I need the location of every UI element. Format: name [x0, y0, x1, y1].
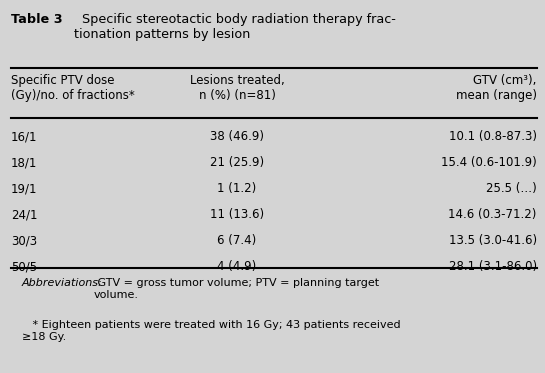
Text: 21 (25.9): 21 (25.9) — [210, 156, 264, 169]
Text: 1 (1.2): 1 (1.2) — [217, 182, 257, 195]
Text: 18/1: 18/1 — [11, 156, 37, 169]
Text: GTV = gross tumor volume; PTV = planning target
volume.: GTV = gross tumor volume; PTV = planning… — [94, 278, 379, 300]
Text: 28.1 (3.1-86.0): 28.1 (3.1-86.0) — [449, 260, 537, 273]
Text: Lesions treated,
n (%) (n=81): Lesions treated, n (%) (n=81) — [190, 74, 284, 102]
Text: 4 (4.9): 4 (4.9) — [217, 260, 257, 273]
Text: GTV (cm³),
mean (range): GTV (cm³), mean (range) — [456, 74, 537, 102]
Text: 6 (7.4): 6 (7.4) — [217, 234, 257, 247]
Text: 19/1: 19/1 — [11, 182, 38, 195]
Text: 16/1: 16/1 — [11, 130, 38, 143]
Text: 38 (46.9): 38 (46.9) — [210, 130, 264, 143]
Text: 10.1 (0.8-87.3): 10.1 (0.8-87.3) — [449, 130, 537, 143]
Text: 50/5: 50/5 — [11, 260, 37, 273]
Text: Specific PTV dose
(Gy)/no. of fractions*: Specific PTV dose (Gy)/no. of fractions* — [11, 74, 135, 102]
Text: 14.6 (0.3-71.2): 14.6 (0.3-71.2) — [449, 208, 537, 221]
Text: Specific stereotactic body radiation therapy frac-
tionation patterns by lesion: Specific stereotactic body radiation the… — [74, 13, 396, 41]
Text: * Eighteen patients were treated with 16 Gy; 43 patients received
≥18 Gy.: * Eighteen patients were treated with 16… — [22, 320, 401, 342]
Text: Abbreviations:: Abbreviations: — [22, 278, 102, 288]
Text: 15.4 (0.6-101.9): 15.4 (0.6-101.9) — [441, 156, 537, 169]
Text: 13.5 (3.0-41.6): 13.5 (3.0-41.6) — [449, 234, 537, 247]
Text: 11 (13.6): 11 (13.6) — [210, 208, 264, 221]
Text: 25.5 (…): 25.5 (…) — [486, 182, 537, 195]
Text: Table 3: Table 3 — [11, 13, 63, 26]
Text: 24/1: 24/1 — [11, 208, 38, 221]
Text: 30/3: 30/3 — [11, 234, 37, 247]
